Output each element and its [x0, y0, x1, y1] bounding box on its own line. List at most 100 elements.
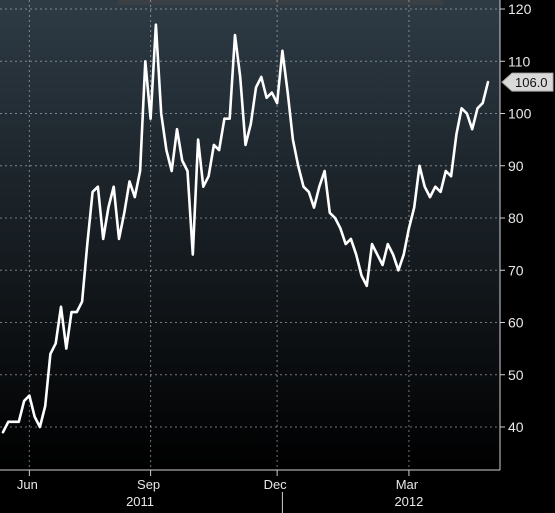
data-point — [292, 138, 294, 141]
data-point — [281, 50, 284, 52]
data-point — [434, 185, 437, 188]
data-point — [350, 238, 352, 240]
data-point — [307, 191, 310, 193]
data-point — [408, 227, 410, 230]
data-point — [260, 76, 263, 78]
y-tick-label: 80 — [508, 210, 524, 226]
data-point — [466, 112, 468, 115]
data-point — [28, 394, 31, 397]
last-value-label: 106.0 — [515, 75, 548, 90]
data-point — [2, 431, 4, 434]
data-point — [65, 347, 68, 350]
x-tick-label: Dec — [264, 477, 288, 492]
year-label: 2011 — [126, 494, 154, 509]
data-point — [392, 253, 394, 256]
data-point — [487, 81, 489, 83]
data-point — [234, 34, 236, 36]
data-point — [144, 60, 147, 63]
data-point — [355, 253, 358, 256]
data-point — [265, 97, 268, 99]
data-point — [39, 426, 41, 428]
data-point — [139, 170, 141, 172]
data-point — [76, 311, 78, 313]
y-tick-label: 50 — [508, 367, 524, 383]
data-point — [329, 211, 331, 214]
grid-layer — [0, 0, 500, 470]
data-point — [471, 128, 473, 130]
axis-layer — [0, 0, 505, 513]
data-point — [60, 306, 62, 308]
data-point — [86, 243, 89, 245]
data-point — [371, 243, 373, 245]
data-point — [223, 117, 226, 120]
data-point — [128, 180, 131, 183]
data-point — [33, 415, 36, 418]
data-point — [413, 206, 415, 209]
series-layer — [1, 23, 490, 434]
data-point — [149, 117, 152, 120]
data-point — [102, 238, 104, 240]
data-point — [439, 191, 442, 193]
plot-background — [0, 0, 500, 470]
data-point — [49, 353, 52, 355]
data-point — [97, 185, 99, 188]
x-tick-label: Mar — [396, 477, 419, 492]
data-point — [376, 253, 379, 256]
y-tick-label: 100 — [508, 106, 532, 122]
data-point — [339, 227, 342, 230]
data-point — [218, 149, 220, 151]
data-point — [165, 149, 168, 151]
data-point — [323, 170, 326, 172]
scroll-indicator — [118, 0, 443, 5]
data-point — [191, 253, 194, 256]
last-value-callout — [501, 72, 554, 92]
data-point — [133, 196, 136, 198]
data-point — [286, 91, 289, 94]
data-point — [7, 420, 10, 423]
data-point — [202, 185, 205, 188]
data-point — [450, 175, 452, 177]
data-point — [44, 405, 46, 407]
data-point — [107, 206, 110, 209]
data-point — [170, 170, 173, 172]
data-point — [255, 86, 257, 89]
data-point — [118, 238, 120, 240]
data-point — [360, 274, 363, 277]
y-tick-label: 110 — [508, 53, 531, 69]
data-point — [297, 164, 300, 167]
data-point — [197, 138, 199, 141]
data-point — [423, 185, 426, 188]
data-point — [54, 342, 57, 345]
x-tick-label: Jun — [17, 477, 38, 492]
data-point — [276, 102, 278, 104]
y-tick-label: 60 — [508, 315, 524, 331]
data-point — [445, 170, 447, 172]
data-point — [365, 285, 368, 287]
data-point — [418, 164, 421, 167]
data-point — [81, 300, 83, 303]
data-point — [70, 311, 73, 313]
data-point — [302, 185, 305, 188]
y-tick-label: 40 — [508, 419, 524, 435]
data-point — [313, 206, 315, 209]
data-point — [249, 123, 252, 125]
y-tick-label: 90 — [508, 158, 524, 174]
data-point — [334, 217, 336, 219]
data-point — [123, 211, 126, 214]
data-point — [318, 185, 321, 188]
data-point — [244, 144, 247, 146]
data-point — [176, 128, 178, 130]
data-point — [181, 159, 184, 162]
data-point — [271, 91, 273, 94]
data-point — [381, 264, 384, 266]
data-point — [207, 175, 210, 177]
data-point — [455, 133, 458, 136]
data-point — [429, 196, 431, 198]
data-point — [481, 102, 484, 104]
data-point — [186, 170, 189, 172]
data-point — [239, 76, 242, 78]
data-point — [228, 117, 231, 120]
y-tick-label: 70 — [508, 262, 524, 278]
